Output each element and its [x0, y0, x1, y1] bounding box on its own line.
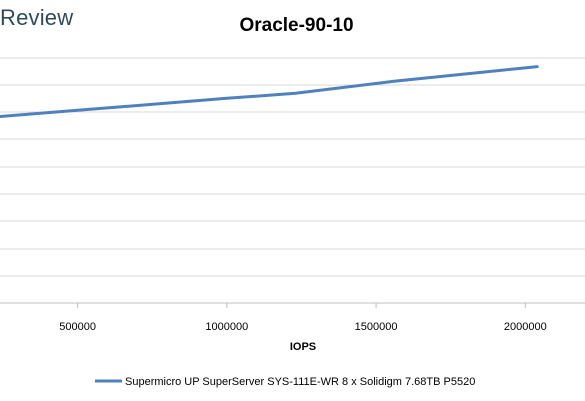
- legend-label: Supermicro UP SuperServer SYS-111E-WR 8 …: [125, 376, 475, 388]
- chart-title: Oracle-90-10: [239, 15, 354, 36]
- brand-logo-text: Review: [0, 5, 74, 30]
- x-tick-label: 1000000: [205, 321, 248, 333]
- x-tick-label: 500000: [59, 321, 96, 333]
- x-tick-label: 2000000: [504, 321, 547, 333]
- gridlines: [0, 57, 585, 308]
- legend: Supermicro UP SuperServer SYS-111E-WR 8 …: [95, 376, 475, 388]
- series-layer: [0, 65, 539, 118]
- x-axis-label: IOPS: [290, 341, 316, 353]
- series-line: [0, 65, 539, 118]
- x-tick-labels: 500000 1000000 1500000 2000000: [59, 321, 546, 333]
- x-tick-label: 1500000: [355, 321, 398, 333]
